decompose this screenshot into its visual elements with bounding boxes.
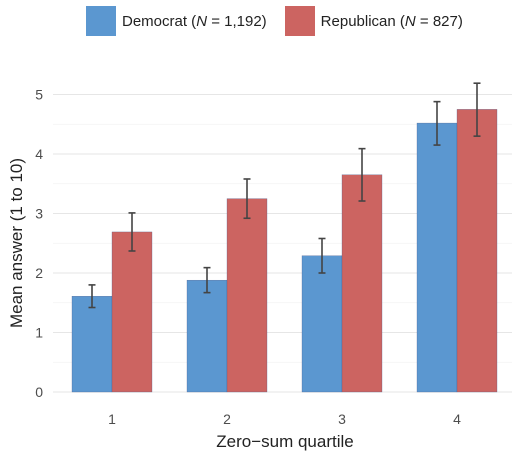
bar-democrat-q4	[416, 122, 458, 393]
x-tick-label: 4	[453, 411, 461, 427]
x-tick-label: 3	[338, 411, 346, 427]
y-tick-label: 1	[35, 325, 43, 341]
bar-democrat-q2	[186, 279, 228, 393]
bar-republican-q1	[111, 231, 153, 393]
legend-label-democrat: Democrat (N = 1,192)	[122, 12, 267, 30]
legend-swatch-democrat	[86, 6, 116, 36]
legend: Democrat (N = 1,192) Republican (N = 827…	[86, 6, 481, 36]
x-tick-label: 2	[223, 411, 231, 427]
x-tick-label: 1	[108, 411, 116, 427]
legend-item-democrat: Democrat (N = 1,192)	[86, 6, 267, 36]
bar-republican-q2	[226, 198, 268, 393]
y-tick-label: 4	[35, 146, 43, 162]
bar-republican-q3	[341, 174, 383, 393]
y-tick-label: 3	[35, 206, 43, 222]
y-axis-title: Mean answer (1 to 10)	[7, 158, 26, 328]
bar-democrat-q1	[71, 296, 113, 393]
bar-republican-q4	[456, 109, 498, 393]
legend-item-republican: Republican (N = 827)	[284, 6, 463, 36]
x-axis-title: Zero−sum quartile	[216, 432, 353, 451]
legend-label-republican: Republican (N = 827)	[320, 12, 463, 30]
y-tick-label: 5	[35, 87, 43, 103]
legend-swatch-republican	[284, 6, 315, 36]
bar-democrat-q3	[301, 255, 343, 393]
y-tick-label: 0	[35, 384, 43, 400]
y-tick-label: 2	[35, 265, 43, 281]
